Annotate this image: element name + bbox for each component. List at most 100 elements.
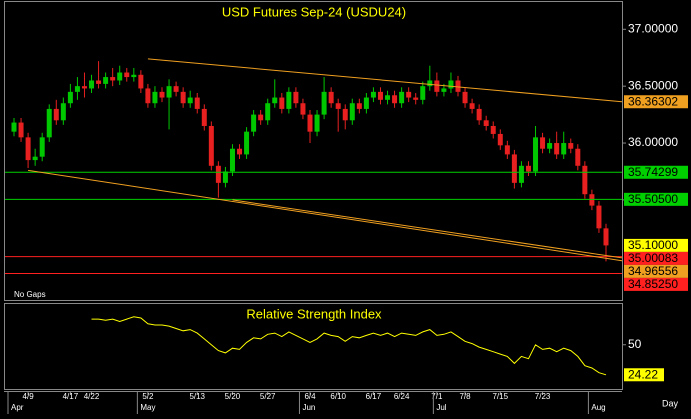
rsi-badge xyxy=(624,368,664,382)
candle-body xyxy=(568,143,574,149)
candle-body xyxy=(145,88,151,104)
candle-body xyxy=(356,103,362,109)
level-badge xyxy=(624,277,688,291)
month-label: May xyxy=(140,403,155,412)
candle-body xyxy=(60,103,66,121)
level-label: 35.74299 xyxy=(628,165,678,179)
candle-body xyxy=(237,148,243,155)
candle-body xyxy=(540,137,546,149)
rsi-line xyxy=(91,316,607,376)
candle-body xyxy=(342,108,348,121)
level-label: 36.36302 xyxy=(628,94,678,108)
month-label: Aug xyxy=(591,403,605,412)
chart-title: USD Futures Sep-24 (USDU24) xyxy=(222,4,406,19)
candle-body xyxy=(455,80,461,92)
candle-body xyxy=(533,137,539,172)
rsi-value-label: 24.22 xyxy=(628,367,658,381)
level-badge xyxy=(624,165,688,179)
candle-body xyxy=(589,194,595,206)
candle-body xyxy=(469,103,475,109)
candle-body xyxy=(222,171,228,183)
x-tick-label: 6/4 xyxy=(304,392,316,401)
x-tick-label: 7/1 xyxy=(431,392,443,401)
candle-body xyxy=(462,91,468,104)
candle-body xyxy=(53,108,59,121)
x-tick-label: 6/10 xyxy=(330,392,346,401)
candle-body xyxy=(518,165,524,183)
candle-body xyxy=(81,86,87,89)
candle-body xyxy=(39,137,45,157)
candle-body xyxy=(258,114,264,121)
candle-body xyxy=(399,91,405,104)
candle-body xyxy=(406,91,412,98)
candle-body xyxy=(159,91,165,98)
rsi-panel xyxy=(4,303,623,390)
y-tick-label: 37.00000 xyxy=(628,21,678,35)
candle-body xyxy=(18,122,24,138)
candle-body xyxy=(103,77,109,84)
candle-body xyxy=(300,103,306,115)
x-tick-label: 4/9 xyxy=(23,392,35,401)
candle-body xyxy=(124,72,130,78)
candle-body xyxy=(138,74,144,89)
candle-body xyxy=(131,74,137,78)
price-panel xyxy=(4,1,623,301)
candle-body xyxy=(335,103,341,109)
candle-body xyxy=(448,80,454,89)
x-tick-label: 5/27 xyxy=(260,392,276,401)
candle-body xyxy=(490,125,496,134)
candle-body xyxy=(434,80,440,92)
y-tick-label: 36.50000 xyxy=(628,78,678,92)
candle-body xyxy=(46,108,52,138)
candle-body xyxy=(251,114,257,132)
candle-body xyxy=(525,165,531,172)
candle-body xyxy=(25,137,31,161)
candle-body xyxy=(504,145,510,155)
candle-body xyxy=(180,91,186,104)
candle-body xyxy=(427,80,433,87)
candle-body xyxy=(279,97,285,109)
level-badge xyxy=(624,95,688,109)
candle-body xyxy=(173,86,179,92)
x-tick-label: 7/8 xyxy=(459,392,471,401)
x-tick-label: 5/2 xyxy=(142,392,154,401)
note: No Gaps xyxy=(14,290,46,299)
candle-body xyxy=(74,86,80,92)
rsi-title: Relative Strength Index xyxy=(246,306,382,321)
level-label: 35.50500 xyxy=(628,192,678,206)
candle-body xyxy=(349,103,355,121)
candle-body xyxy=(596,205,602,229)
candle-body xyxy=(194,97,200,109)
candle-body xyxy=(166,86,172,98)
candle-body xyxy=(201,108,207,126)
candle-body xyxy=(32,156,38,161)
candle-body xyxy=(575,148,581,166)
candle-body xyxy=(554,143,560,155)
candle-body xyxy=(370,91,376,98)
level-label: 34.96556 xyxy=(628,264,678,278)
candle-body xyxy=(272,97,278,104)
candle-body xyxy=(286,91,292,109)
level-badge xyxy=(624,264,688,278)
trend-line xyxy=(232,199,623,259)
candle-body xyxy=(96,80,102,84)
candle-body xyxy=(561,143,567,155)
month-label: Apr xyxy=(11,403,24,412)
level-badge xyxy=(624,192,688,206)
candle-body xyxy=(377,91,383,100)
candle-body xyxy=(328,91,334,104)
x-tick-label: 5/13 xyxy=(189,392,205,401)
x-tick-label: 6/17 xyxy=(366,392,382,401)
x-tick-label: 6/24 xyxy=(394,392,410,401)
candle-body xyxy=(420,86,426,100)
candle-body xyxy=(187,97,193,104)
candle-body xyxy=(208,125,214,166)
candle-body xyxy=(582,165,588,195)
candle-body xyxy=(497,133,503,146)
x-tick-label: 7/15 xyxy=(492,392,508,401)
x-tick-label: 7/23 xyxy=(535,392,551,401)
candle-body xyxy=(152,91,158,104)
level-label: 34.85250 xyxy=(628,277,678,291)
